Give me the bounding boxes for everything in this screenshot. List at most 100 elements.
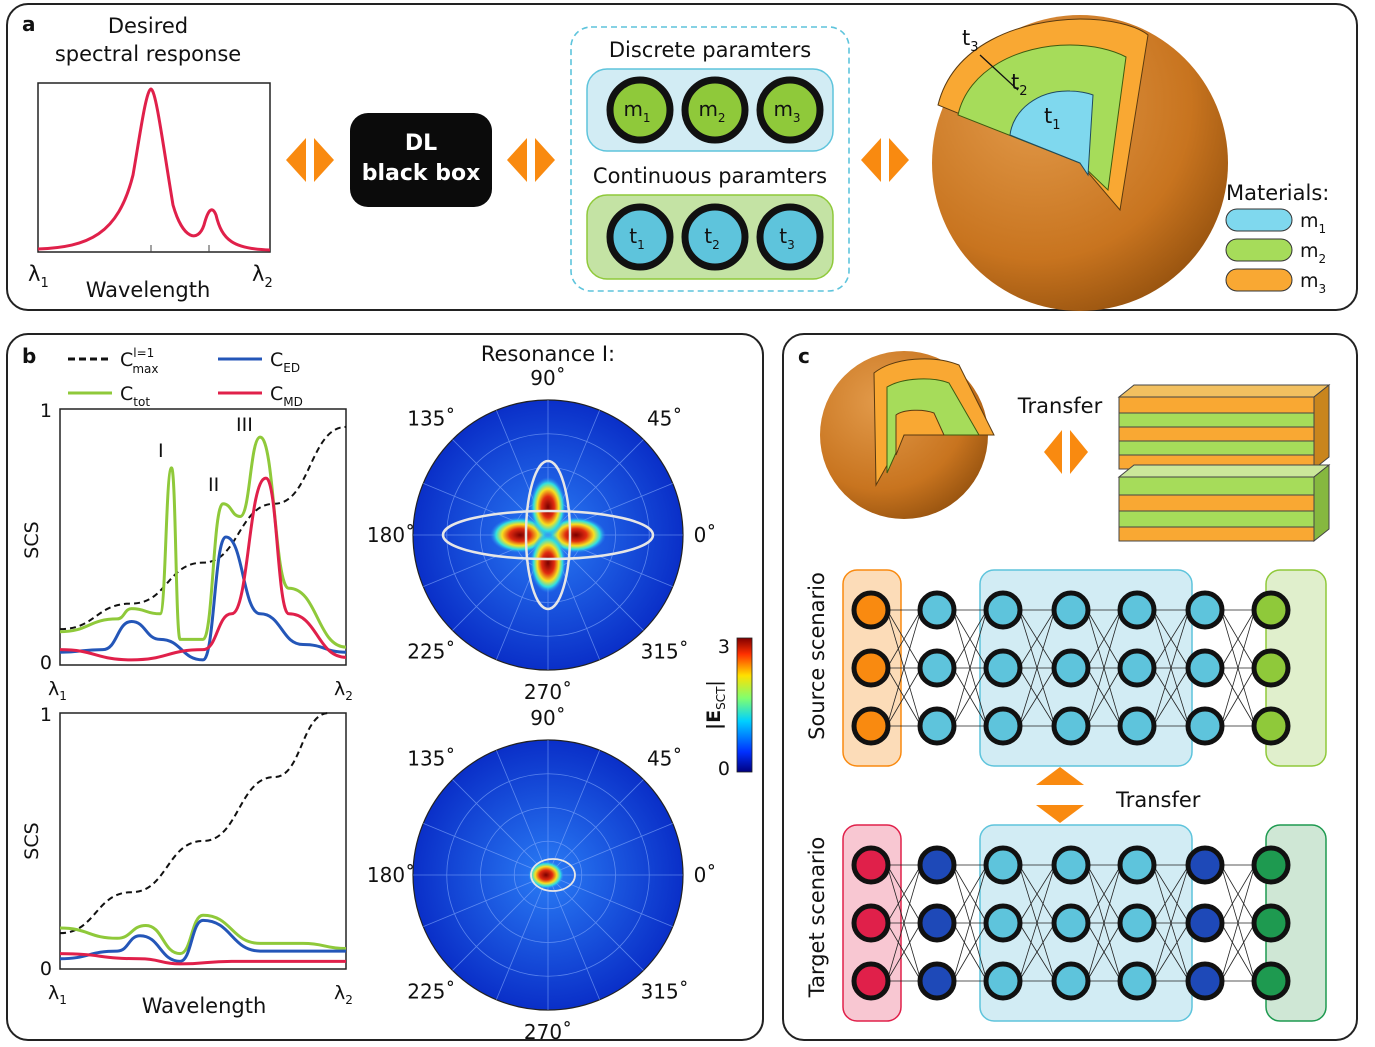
material-label: m2: [1300, 240, 1326, 266]
lambda2-label: λ2: [252, 262, 273, 291]
desired-response-line: [37, 87, 271, 252]
panel-a-canvas: a Desired spectral response λ1 Wavelengt…: [22, 12, 1329, 311]
nn-connection: [1086, 609, 1122, 727]
nn-neuron: [1117, 648, 1157, 688]
blackbox-line2: black box: [362, 161, 481, 186]
transfer-label-mid: Transfer: [1115, 788, 1201, 812]
continuous-param-circle: [681, 203, 749, 271]
polar-plot-bottom: [412, 739, 684, 1011]
discrete-param-circle: [681, 76, 749, 144]
top-ylabel: SCS: [21, 521, 43, 558]
nn-connection: [1152, 864, 1190, 924]
top-x-tick-lambda1: λ1: [48, 678, 67, 703]
legend-label: Ctot: [120, 383, 150, 409]
materials-title: Materials:: [1226, 181, 1329, 205]
nn-neuron: [1051, 590, 1091, 630]
double-arrow-transfer: [1044, 430, 1088, 474]
polar-plot-top: [412, 399, 684, 671]
nn-neuron: [1051, 961, 1091, 1001]
discrete-params: m1 m2 m3: [606, 76, 824, 144]
scs-legend: Cl=1 max CED Ctot CMD: [68, 346, 303, 409]
angle-label: 90˚: [530, 366, 565, 390]
continuous-params: t1 t2 t3: [606, 203, 824, 271]
material-swatch: [1225, 208, 1293, 232]
legend-label: Cl=1 max: [120, 346, 158, 376]
continuous-param-circle: [606, 203, 674, 271]
panel-letter-c: c: [798, 344, 810, 368]
slab-bottom: [1117, 463, 1331, 543]
nn-connection: [1018, 609, 1056, 727]
panel-letter-a: a: [22, 12, 36, 36]
top-x-tick-lambda2: λ2: [334, 678, 353, 703]
nn-neuron: [1185, 961, 1225, 1001]
nn-neuron: [851, 590, 891, 630]
dl-black-box: [350, 113, 492, 207]
material-label: m1: [1300, 210, 1326, 236]
nn-neuron: [917, 961, 957, 1001]
nn-neuron: [1117, 590, 1157, 630]
panel-b-canvas: b Cl=1 max CED Ctot CMD 1 0 SCS I II III λ1 …: [21, 342, 753, 1044]
scs-chart-bottom: 1 0 SCS λ1 Wavelength λ2: [21, 704, 353, 1018]
nn-connection: [1220, 864, 1256, 924]
nn-neuron: [1051, 706, 1091, 746]
colorbar: 3 0 |ESCT|: [703, 636, 753, 780]
angle-label: 45˚: [647, 746, 682, 770]
small-core: [895, 409, 945, 456]
panel-c-canvas: c Transfer ⋮ Source scena: [798, 344, 1331, 1022]
polar-grid-spoke: [547, 874, 644, 971]
angle-label: 45˚: [647, 406, 682, 430]
polar-grid-spoke: [547, 874, 601, 1000]
nn-neuron: [1251, 648, 1291, 688]
double-arrow-3: [861, 138, 909, 182]
nn-connection: [1018, 864, 1056, 982]
angle-label: 180˚: [367, 863, 415, 887]
panel-letter-b: b: [22, 344, 36, 368]
nn-connection: [1220, 864, 1256, 982]
polar-grid-spoke: [423, 874, 549, 928]
thickness-arrow: [979, 54, 1019, 91]
colorbar-label: |ESCT|: [703, 680, 728, 730]
double-arrow-1: [286, 138, 334, 182]
radiation-pattern-horizontal: [441, 509, 655, 561]
small-core-shell-sphere: [820, 351, 995, 519]
angle-label: 0˚: [694, 523, 717, 547]
nn-neuron: [851, 961, 891, 1001]
bottom-x-tick-lambda1: λ1: [48, 982, 67, 1007]
materials-legend: m1 m2 m3: [1225, 208, 1326, 296]
resonance-label-I: I: [158, 440, 164, 462]
angle-label: 225˚: [407, 980, 455, 1004]
wavelength-label: Wavelength: [86, 278, 211, 302]
series-ctot: [59, 435, 347, 649]
nn-connection: [952, 667, 988, 727]
nn-connection: [1152, 609, 1190, 727]
lambda1-label: λ1: [28, 262, 49, 291]
nn-connection: [952, 922, 988, 982]
nn-connection: [1086, 864, 1122, 982]
nn-neuron: [983, 903, 1023, 943]
vertical-double-arrow: [1036, 767, 1084, 823]
angle-label: 225˚: [407, 640, 455, 664]
nn-connection: [1018, 922, 1056, 982]
nn-neuron: [851, 706, 891, 746]
nn-connection: [952, 864, 988, 982]
nn-neuron: [1117, 706, 1157, 746]
angle-label: 270˚: [524, 680, 572, 704]
series-ced: [59, 918, 346, 963]
bottom-xlabel: Wavelength: [142, 994, 267, 1018]
nn-connection: [886, 609, 922, 727]
nn-neuron: [1251, 903, 1291, 943]
panel-c: c Transfer ⋮ Source scena: [782, 333, 1358, 1041]
polar-grid-spoke: [452, 874, 549, 971]
angle-label: 270˚: [524, 1020, 572, 1043]
nn-connection: [1086, 609, 1122, 669]
nn-connection: [1018, 864, 1056, 924]
discrete-param-label: m2: [698, 97, 725, 125]
legend-label: CED: [270, 349, 300, 375]
series-cmaxl: [59, 712, 329, 935]
top-chart-frame: [59, 408, 347, 666]
series-ctot: [59, 913, 347, 956]
parameters-box: [570, 26, 850, 292]
bottom-y-tick-0: 0: [40, 958, 52, 980]
target-scenario-label: Target scenario: [805, 837, 829, 999]
continuous-param-label: t1: [629, 224, 644, 252]
